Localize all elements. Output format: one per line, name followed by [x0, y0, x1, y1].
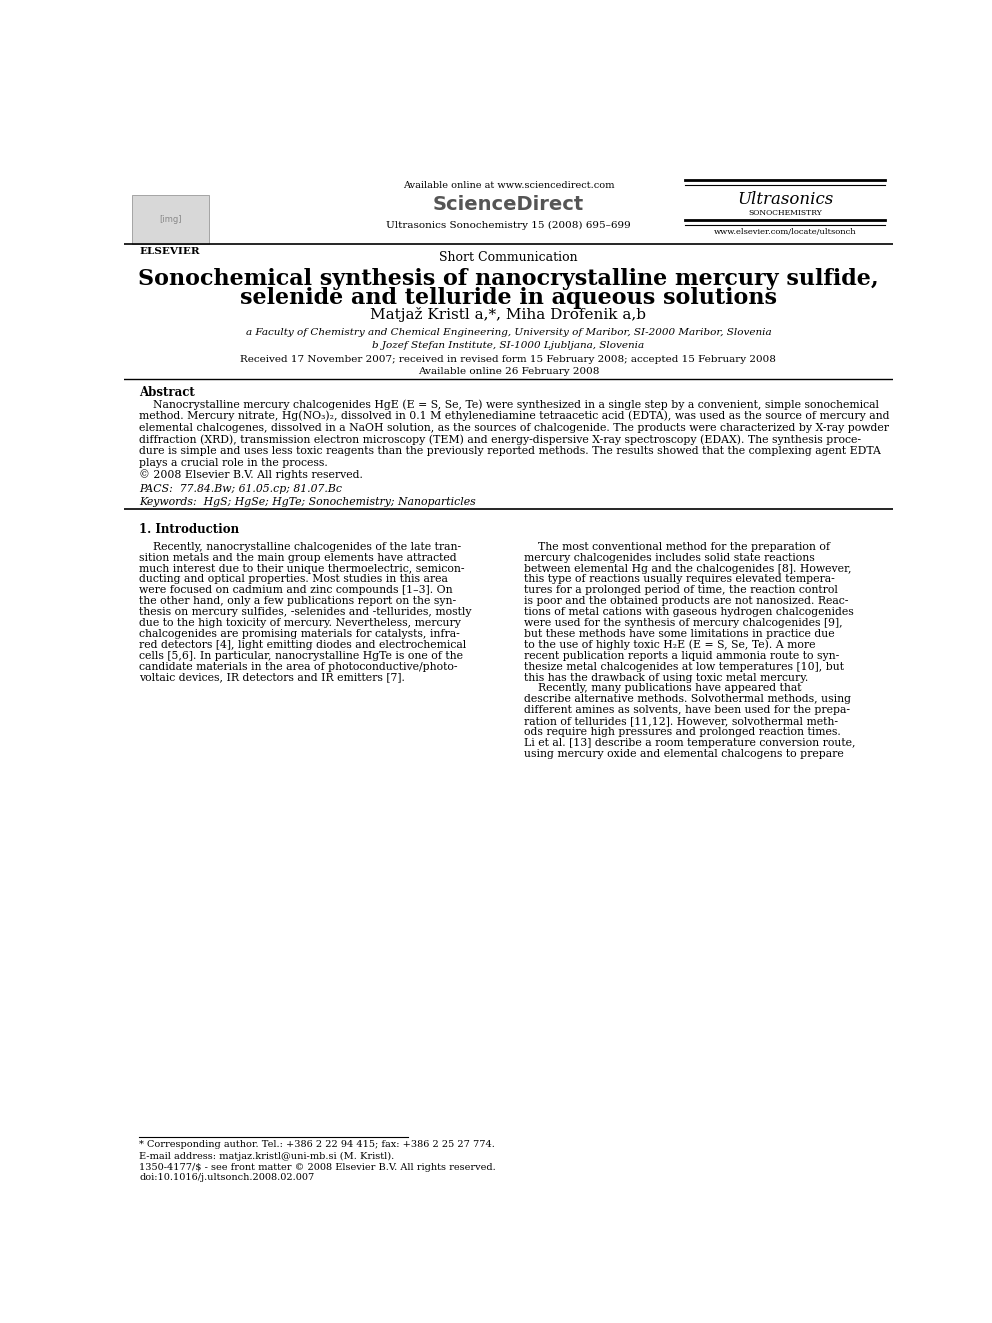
- Text: Matjaž Kristl a,*, Miha Drofenik a,b: Matjaž Kristl a,*, Miha Drofenik a,b: [370, 307, 647, 323]
- Text: Recently, nanocrystalline chalcogenides of the late tran-: Recently, nanocrystalline chalcogenides …: [139, 542, 461, 552]
- Text: were focused on cadmium and zinc compounds [1–3]. On: were focused on cadmium and zinc compoun…: [139, 585, 453, 595]
- Text: Abstract: Abstract: [139, 386, 195, 400]
- Text: tions of metal cations with gaseous hydrogen chalcogenides: tions of metal cations with gaseous hydr…: [524, 607, 853, 618]
- Text: www.elsevier.com/locate/ultsonch: www.elsevier.com/locate/ultsonch: [714, 228, 856, 235]
- Text: a Faculty of Chemistry and Chemical Engineering, University of Maribor, SI-2000 : a Faculty of Chemistry and Chemical Engi…: [246, 328, 771, 337]
- Text: thesis on mercury sulfides, -selenides and -tellurides, mostly: thesis on mercury sulfides, -selenides a…: [139, 607, 472, 618]
- Text: Sonochemical synthesis of nanocrystalline mercury sulfide,: Sonochemical synthesis of nanocrystallin…: [138, 267, 879, 290]
- Text: SONOCHEMISTRY: SONOCHEMISTRY: [748, 209, 822, 217]
- Text: diffraction (XRD), transmission electron microscopy (TEM) and energy-dispersive : diffraction (XRD), transmission electron…: [139, 434, 861, 445]
- Text: * Corresponding author. Tel.: +386 2 22 94 415; fax: +386 2 25 27 774.: * Corresponding author. Tel.: +386 2 22 …: [139, 1140, 495, 1148]
- Text: Recently, many publications have appeared that: Recently, many publications have appeare…: [524, 684, 802, 693]
- Text: © 2008 Elsevier B.V. All rights reserved.: © 2008 Elsevier B.V. All rights reserved…: [139, 470, 363, 480]
- Text: this type of reactions usually requires elevated tempera-: this type of reactions usually requires …: [524, 574, 834, 585]
- Text: b Jozef Stefan Institute, SI-1000 Ljubljana, Slovenia: b Jozef Stefan Institute, SI-1000 Ljublj…: [372, 341, 645, 351]
- Text: but these methods have some limitations in practice due: but these methods have some limitations …: [524, 628, 834, 639]
- Text: selenide and telluride in aqueous solutions: selenide and telluride in aqueous soluti…: [240, 287, 777, 310]
- Text: ELSEVIER: ELSEVIER: [140, 247, 200, 257]
- Text: different amines as solvents, have been used for the prepa-: different amines as solvents, have been …: [524, 705, 850, 716]
- Text: voltaic devices, IR detectors and IR emitters [7].: voltaic devices, IR detectors and IR emi…: [139, 672, 406, 683]
- Text: describe alternative methods. Solvothermal methods, using: describe alternative methods. Solvotherm…: [524, 695, 851, 704]
- Text: 1350-4177/$ - see front matter © 2008 Elsevier B.V. All rights reserved.: 1350-4177/$ - see front matter © 2008 El…: [139, 1163, 496, 1172]
- Text: red detectors [4], light emitting diodes and electrochemical: red detectors [4], light emitting diodes…: [139, 640, 466, 650]
- Text: 1. Introduction: 1. Introduction: [139, 524, 239, 536]
- Text: dure is simple and uses less toxic reagents than the previously reported methods: dure is simple and uses less toxic reage…: [139, 446, 881, 456]
- Text: candidate materials in the area of photoconductive/photo-: candidate materials in the area of photo…: [139, 662, 458, 672]
- Text: Nanocrystalline mercury chalcogenides HgE (E = S, Se, Te) were synthesized in a : Nanocrystalline mercury chalcogenides Hg…: [139, 400, 879, 410]
- Text: due to the high toxicity of mercury. Nevertheless, mercury: due to the high toxicity of mercury. Nev…: [139, 618, 461, 628]
- Text: Li et al. [13] describe a room temperature conversion route,: Li et al. [13] describe a room temperatu…: [524, 738, 855, 747]
- Text: Available online at www.sciencedirect.com: Available online at www.sciencedirect.co…: [403, 181, 614, 191]
- Text: Keywords:  HgS; HgSe; HgTe; Sonochemistry; Nanoparticles: Keywords: HgS; HgSe; HgTe; Sonochemistry…: [139, 497, 476, 507]
- Text: tures for a prolonged period of time, the reaction control: tures for a prolonged period of time, th…: [524, 585, 837, 595]
- FancyBboxPatch shape: [132, 196, 208, 245]
- Text: sition metals and the main group elements have attracted: sition metals and the main group element…: [139, 553, 457, 562]
- Text: much interest due to their unique thermoelectric, semicon-: much interest due to their unique thermo…: [139, 564, 465, 574]
- Text: The most conventional method for the preparation of: The most conventional method for the pre…: [524, 542, 829, 552]
- Text: cells [5,6]. In particular, nanocrystalline HgTe is one of the: cells [5,6]. In particular, nanocrystall…: [139, 651, 463, 660]
- Text: method. Mercury nitrate, Hg(NO₃)₂, dissolved in 0.1 M ethylenediamine tetraaceti: method. Mercury nitrate, Hg(NO₃)₂, disso…: [139, 411, 890, 422]
- Text: plays a crucial role in the process.: plays a crucial role in the process.: [139, 458, 328, 468]
- Text: Received 17 November 2007; received in revised form 15 February 2008; accepted 1: Received 17 November 2007; received in r…: [240, 356, 777, 364]
- Text: PACS:  77.84.Bw; 61.05.cp; 81.07.Bc: PACS: 77.84.Bw; 61.05.cp; 81.07.Bc: [139, 484, 342, 493]
- Text: between elemental Hg and the chalcogenides [8]. However,: between elemental Hg and the chalcogenid…: [524, 564, 851, 574]
- Text: thesize metal chalcogenides at low temperatures [10], but: thesize metal chalcogenides at low tempe…: [524, 662, 844, 672]
- Text: mercury chalcogenides includes solid state reactions: mercury chalcogenides includes solid sta…: [524, 553, 814, 562]
- Text: chalcogenides are promising materials for catalysts, infra-: chalcogenides are promising materials fo…: [139, 628, 460, 639]
- Text: Ultrasonics Sonochemistry 15 (2008) 695–699: Ultrasonics Sonochemistry 15 (2008) 695–…: [386, 221, 631, 230]
- Text: ods require high pressures and prolonged reaction times.: ods require high pressures and prolonged…: [524, 728, 840, 737]
- Text: [img]: [img]: [159, 216, 182, 225]
- Text: Short Communication: Short Communication: [439, 251, 577, 265]
- Text: ducting and optical properties. Most studies in this area: ducting and optical properties. Most stu…: [139, 574, 448, 585]
- Text: Ultrasonics: Ultrasonics: [737, 192, 833, 208]
- Text: recent publication reports a liquid ammonia route to syn-: recent publication reports a liquid ammo…: [524, 651, 839, 660]
- Text: Available online 26 February 2008: Available online 26 February 2008: [418, 366, 599, 376]
- Text: is poor and the obtained products are not nanosized. Reac-: is poor and the obtained products are no…: [524, 597, 848, 606]
- Text: ScienceDirect: ScienceDirect: [433, 196, 584, 214]
- Text: doi:10.1016/j.ultsonch.2008.02.007: doi:10.1016/j.ultsonch.2008.02.007: [139, 1174, 314, 1183]
- Text: this has the drawback of using toxic metal mercury.: this has the drawback of using toxic met…: [524, 672, 808, 683]
- Text: were used for the synthesis of mercury chalcogenides [9],: were used for the synthesis of mercury c…: [524, 618, 842, 628]
- Text: to the use of highly toxic H₂E (E = S, Se, Te). A more: to the use of highly toxic H₂E (E = S, S…: [524, 640, 815, 651]
- Text: the other hand, only a few publications report on the syn-: the other hand, only a few publications …: [139, 597, 456, 606]
- Text: ration of tellurides [11,12]. However, solvothermal meth-: ration of tellurides [11,12]. However, s…: [524, 716, 838, 726]
- Text: E-mail address: matjaz.kristl@uni-mb.si (M. Kristl).: E-mail address: matjaz.kristl@uni-mb.si …: [139, 1152, 395, 1162]
- Text: elemental chalcogenes, dissolved in a NaOH solution, as the sources of chalcogen: elemental chalcogenes, dissolved in a Na…: [139, 422, 890, 433]
- Text: using mercury oxide and elemental chalcogens to prepare: using mercury oxide and elemental chalco…: [524, 749, 843, 759]
